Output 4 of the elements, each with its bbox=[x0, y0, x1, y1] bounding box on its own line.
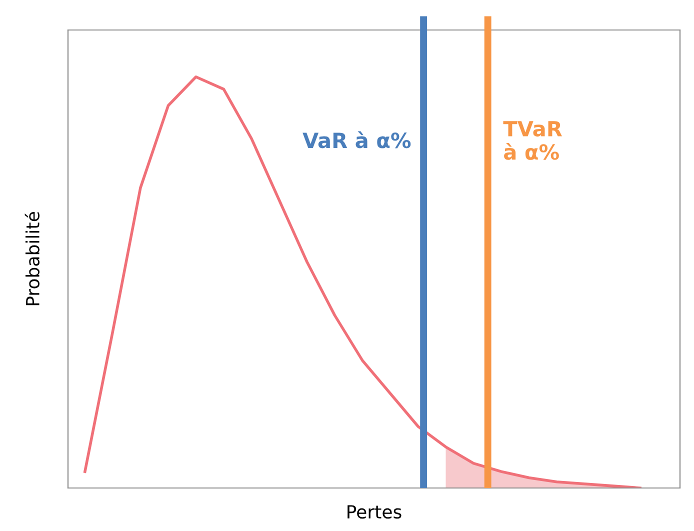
y-axis-title: Probabilité bbox=[24, 212, 40, 306]
x-axis-title: Pertes bbox=[348, 505, 402, 519]
annotation: VaR à α% bbox=[302, 131, 411, 148]
annotation: TVaR à α% bbox=[503, 121, 562, 160]
